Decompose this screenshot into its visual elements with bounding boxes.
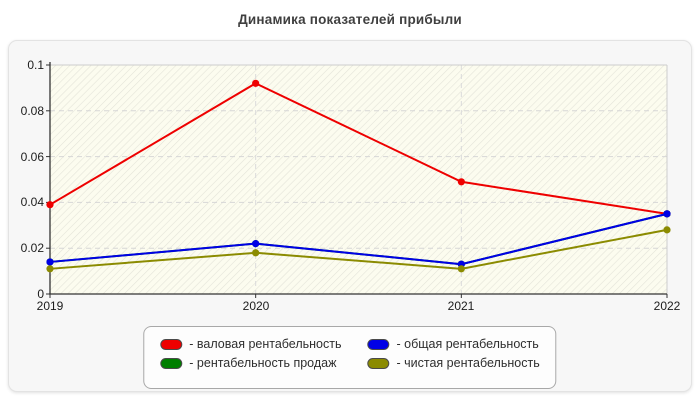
legend-item-net-margin: - чистая рентабельность [367,356,540,370]
x-axis-tick-label: 2021 [447,299,475,313]
legend-swatch-olive [367,357,390,369]
profit-line-chart [46,62,671,298]
chart-card: 0.1 0.08 0.06 0.04 0.02 0 2019 2020 2021… [8,40,692,392]
legend-swatch-red [160,338,183,350]
y-axis-tick-label: 0.1 [27,58,44,72]
legend-label: - валовая рентабельность [189,337,342,351]
legend-item-total-margin: - общая рентабельность [367,337,540,351]
legend-item-gross-margin: - валовая рентабельность [160,337,342,351]
chart-legend: - валовая рентабельность - общая рентабе… [143,326,557,389]
y-axis-tick-label: 0.06 [20,150,44,164]
y-axis-tick-label: 0.08 [20,104,44,118]
legend-label: - общая рентабельность [396,337,539,351]
x-axis-tick-label: 2020 [242,299,270,313]
y-axis-tick-label: 0.02 [20,241,44,255]
legend-item-sales-margin: - рентабельность продаж [160,356,341,370]
legend-label: - рентабельность продаж [189,356,337,370]
y-axis-tick-label: 0 [37,287,44,301]
page-title: Динамика показателей прибыли [238,12,462,27]
legend-swatch-blue [367,338,390,350]
y-axis-tick-label: 0.04 [20,195,44,209]
x-axis-tick-label: 2022 [653,299,681,313]
legend-label: - чистая рентабельность [396,356,540,370]
x-axis-tick-label: 2019 [36,299,64,313]
legend-swatch-green [160,357,183,369]
